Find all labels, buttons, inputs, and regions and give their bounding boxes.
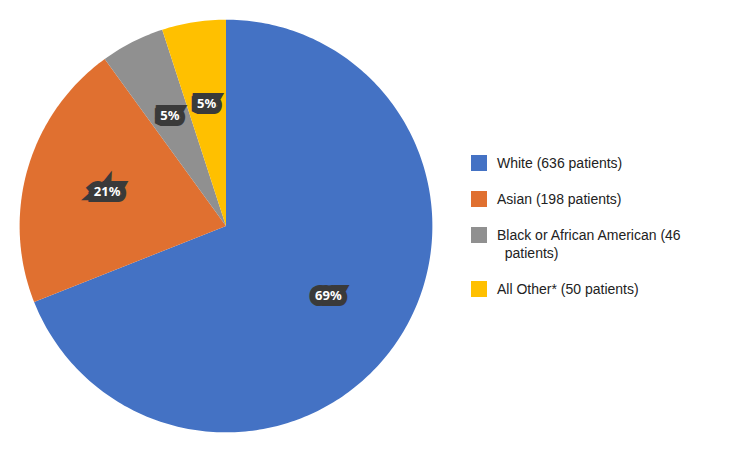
html-text:Black or African American (46: Black or African American (46 patients) bbox=[497, 226, 681, 261]
svg-text:21%: 21% bbox=[94, 182, 121, 200]
html-text:All Other* (50 patients): All Other* (50 patients) bbox=[497, 280, 639, 297]
html-text:Asian (198 patients): Asian (198 patients) bbox=[497, 190, 622, 207]
svg-text:69%: 69% bbox=[315, 286, 342, 304]
svg-text:5%: 5% bbox=[160, 106, 179, 124]
html-text:White (636 patients): White (636 patients) bbox=[497, 154, 623, 171]
svg-text:5%: 5% bbox=[197, 94, 216, 112]
